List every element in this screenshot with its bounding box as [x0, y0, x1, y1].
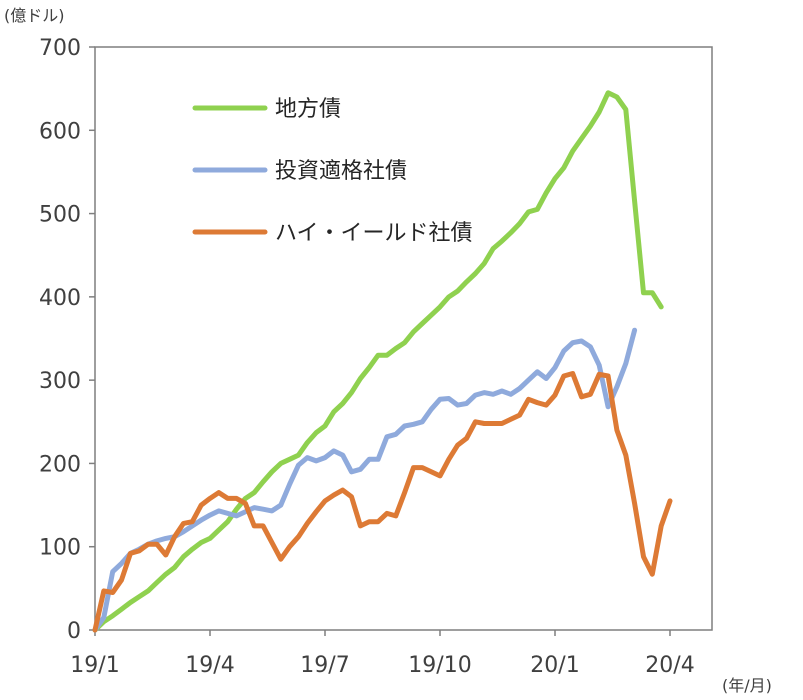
- series-line-0: [92, 90, 664, 633]
- x-tick-label: 19/7: [300, 653, 349, 678]
- y-tick-label: 0: [67, 619, 81, 644]
- y-tick-label: 100: [39, 536, 81, 561]
- x-tick-label: 19/4: [185, 653, 234, 678]
- series-line-1: [92, 327, 638, 633]
- y-tick-label: 300: [39, 369, 81, 394]
- legend-label-2: ハイ・イールド社債: [275, 221, 473, 246]
- x-axis: 19/1 19/4 19/7 19/10 20/1 20/4: [70, 630, 695, 678]
- y-tick-label: 400: [39, 286, 81, 311]
- x-axis-unit-label: (年/月): [722, 676, 772, 695]
- y-tick-label: 500: [39, 203, 81, 228]
- x-tick-label: 19/10: [408, 653, 471, 678]
- series-line-2: [92, 371, 673, 633]
- legend-label-0: 地方債: [275, 97, 341, 122]
- series-lines: [92, 90, 673, 633]
- legend-label-1: 投資適格社債: [275, 159, 407, 184]
- x-tick-label: 19/1: [70, 653, 119, 678]
- x-tick-label: 20/1: [530, 653, 579, 678]
- x-tick-label: 20/4: [645, 653, 694, 678]
- y-tick-label: 600: [39, 119, 81, 144]
- y-tick-label: 700: [39, 36, 81, 61]
- y-axis: 0 100 200 300 400 500 600 700: [39, 36, 95, 644]
- plot-area-frame: [94, 46, 713, 631]
- y-tick-label: 200: [39, 452, 81, 477]
- y-axis-unit-label: (億ドル): [4, 6, 65, 25]
